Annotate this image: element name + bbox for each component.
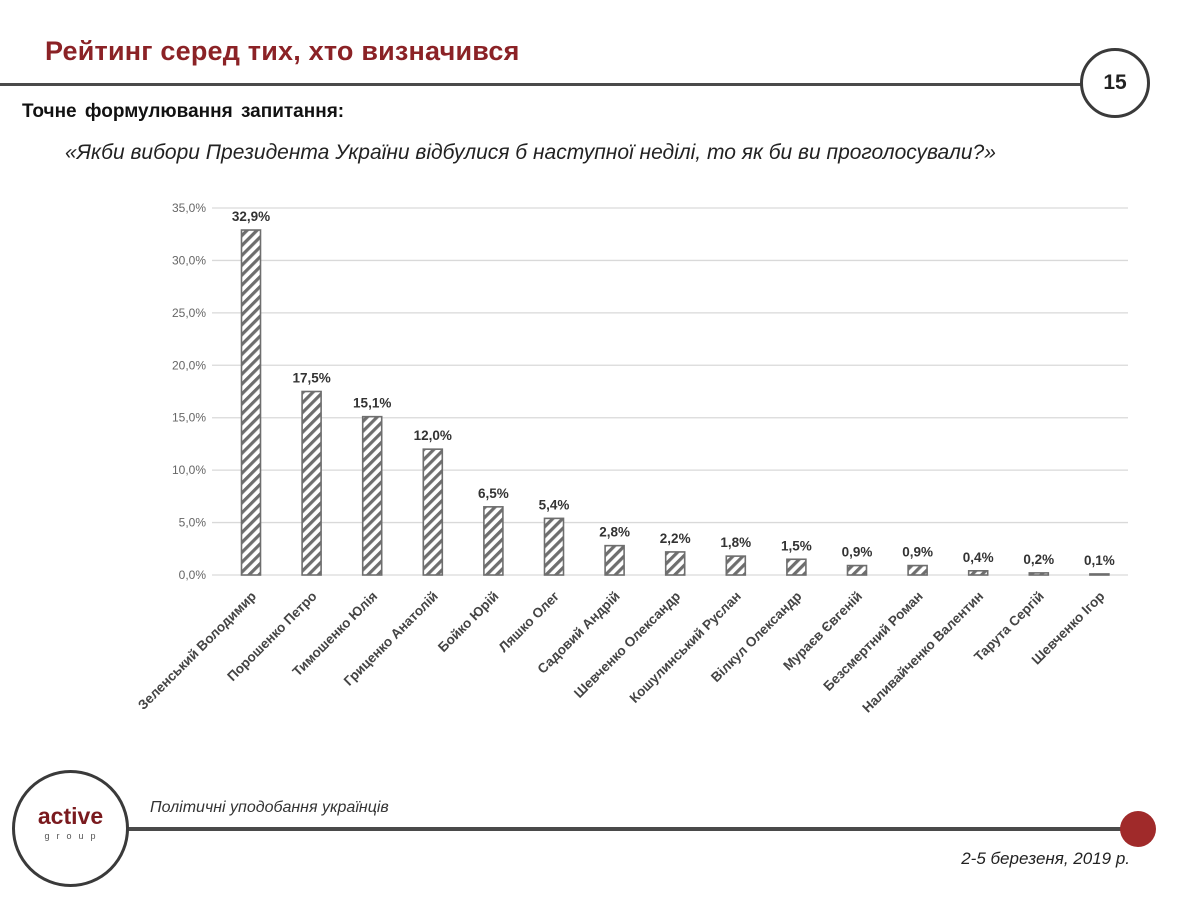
bar (846, 564, 868, 576)
survey-date: 2-5 березеня, 2019 р. (961, 849, 1130, 868)
value-label: 0,9% (902, 545, 933, 560)
category-label: Наливайченко Валентин (859, 589, 986, 716)
category-label: Ляшко Олег (496, 588, 563, 655)
category-label: Шевченко Олександр (571, 589, 683, 701)
value-label: 1,8% (720, 535, 751, 550)
header-divider (0, 83, 1082, 86)
y-tick-label: 0,0% (179, 568, 207, 582)
category-label: Кошулинський Руслан (627, 589, 744, 706)
accent-dot (1120, 811, 1156, 847)
value-label: 0,2% (1023, 552, 1054, 567)
bar (907, 564, 928, 576)
footer-divider (128, 827, 1128, 831)
value-label: 5,4% (539, 497, 570, 512)
y-tick-label: 15,0% (172, 411, 206, 425)
bar (1089, 573, 1110, 576)
bar (786, 558, 807, 576)
value-label: 32,9% (232, 209, 270, 224)
y-tick-label: 25,0% (172, 306, 206, 320)
bar (1028, 572, 1050, 576)
bar (422, 448, 444, 576)
category-label: Бойко Юрій (435, 589, 502, 656)
logo-subtext: group (44, 831, 103, 841)
bar (725, 555, 747, 576)
value-label: 2,8% (599, 525, 630, 540)
value-label: 0,1% (1084, 553, 1115, 568)
y-tick-label: 10,0% (172, 463, 206, 477)
value-labels: 32,9% 17,5% 15,1% 12,0% 6,5% 5,4% 2,8% 2,2% 1,8%… (232, 209, 1115, 568)
value-label: 17,5% (292, 371, 330, 386)
y-tick-label: 35,0% (172, 201, 206, 215)
bar (483, 506, 504, 576)
value-label: 0,4% (963, 550, 994, 565)
logo-wordmark: active (37, 803, 104, 829)
value-label: 15,1% (353, 396, 391, 411)
bar (967, 570, 989, 576)
value-label: 2,2% (660, 531, 691, 546)
page-number-badge: 15 (1080, 48, 1150, 118)
bar (664, 551, 686, 576)
value-label: 1,5% (781, 538, 812, 553)
slide-title: Рейтинг серед тих, хто визначився (45, 36, 520, 66)
question-heading: Точне формулювання запитання: (22, 101, 345, 122)
bar (604, 544, 625, 576)
bar (361, 415, 383, 576)
active-group-logo: active group (12, 770, 129, 887)
category-label: Зеленський Володимир (135, 589, 259, 713)
page-number: 15 (1103, 71, 1127, 94)
value-label: 0,9% (842, 545, 873, 560)
y-tick-label: 20,0% (172, 358, 206, 372)
chart-gridlines (212, 207, 1128, 576)
bar (543, 517, 565, 576)
y-axis-ticks: 0,0% 5,0% 10,0% 15,0% 20,0% 25,0% 30,0% 35,0% (172, 201, 206, 582)
y-tick-label: 30,0% (172, 253, 206, 267)
question-text: «Якби вибори Президента України відбулис… (65, 141, 996, 164)
report-caption: Політичні уподобання українців (150, 799, 389, 816)
value-label: 6,5% (478, 486, 509, 501)
value-label: 12,0% (414, 428, 452, 443)
bar (301, 390, 322, 576)
bar (240, 229, 262, 576)
y-tick-label: 5,0% (179, 516, 207, 530)
category-label: Безсмертний Роман (820, 589, 925, 694)
chart-bars (240, 229, 1110, 576)
